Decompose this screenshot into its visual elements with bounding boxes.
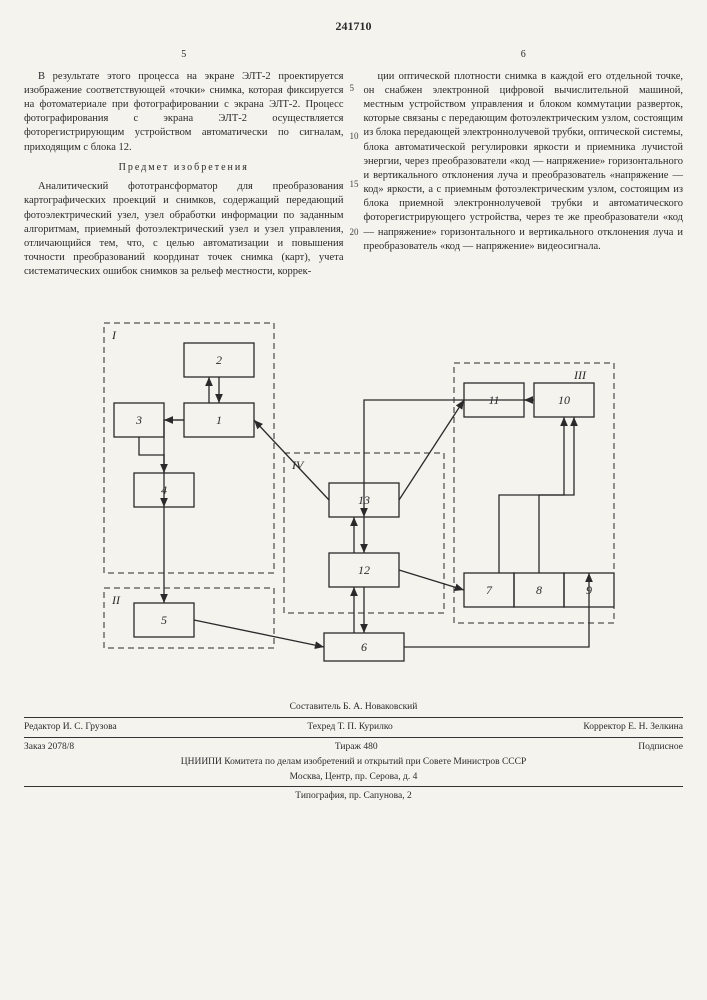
addr: Москва, Центр, пр. Серова, д. 4 bbox=[24, 771, 683, 784]
line-marker: 5 bbox=[350, 82, 355, 94]
svg-text:1: 1 bbox=[216, 413, 222, 427]
svg-text:IV: IV bbox=[291, 458, 305, 472]
svg-text:III: III bbox=[573, 368, 587, 382]
svg-text:8: 8 bbox=[536, 583, 542, 597]
svg-text:10: 10 bbox=[558, 393, 570, 407]
svg-text:5: 5 bbox=[161, 613, 167, 627]
patent-number: 241710 bbox=[24, 18, 683, 34]
techred: Техред Т. П. Курилко bbox=[307, 721, 392, 734]
col-num-right: 6 bbox=[364, 48, 684, 62]
svg-text:7: 7 bbox=[486, 583, 493, 597]
subject-heading: Предмет изобретения bbox=[24, 161, 344, 175]
corrector: Корректор Е. Н. Зелкина bbox=[583, 721, 683, 734]
svg-text:II: II bbox=[111, 593, 121, 607]
svg-text:12: 12 bbox=[358, 563, 370, 577]
block-diagram: IIIIIIIV12345678910111213 bbox=[74, 303, 634, 683]
line-marker: 20 bbox=[350, 226, 359, 238]
svg-text:3: 3 bbox=[135, 413, 142, 427]
podpisnoe: Подписное bbox=[638, 741, 683, 754]
order: Заказ 2078/8 bbox=[24, 741, 74, 754]
left-column: 5 В результате этого процесса на экране … bbox=[24, 48, 344, 285]
text-columns: 5 В результате этого процесса на экране … bbox=[24, 48, 683, 285]
para-3: ции оптической плотности снимка в каждой… bbox=[364, 70, 684, 254]
typo: Типография, пр. Сапунова, 2 bbox=[24, 790, 683, 803]
para-2: Аналитический фототрансформатор для прео… bbox=[24, 180, 344, 279]
tirazh: Тираж 480 bbox=[335, 741, 378, 754]
svg-text:2: 2 bbox=[216, 353, 222, 367]
compiler: Составитель Б. А. Новаковский bbox=[24, 701, 683, 714]
editor: Редактор И. С. Грузова bbox=[24, 721, 117, 734]
org: ЦНИИПИ Комитета по делам изобретений и о… bbox=[24, 756, 683, 769]
line-marker: 15 bbox=[350, 178, 359, 190]
col-num-left: 5 bbox=[24, 48, 344, 62]
svg-text:I: I bbox=[111, 328, 117, 342]
footer: Составитель Б. А. Новаковский Редактор И… bbox=[24, 701, 683, 803]
svg-text:6: 6 bbox=[361, 640, 367, 654]
line-marker: 10 bbox=[350, 130, 359, 142]
para-1: В результате этого процесса на экране ЭЛ… bbox=[24, 70, 344, 155]
right-column: 6 ции оптической плотности снимка в кажд… bbox=[364, 48, 684, 285]
